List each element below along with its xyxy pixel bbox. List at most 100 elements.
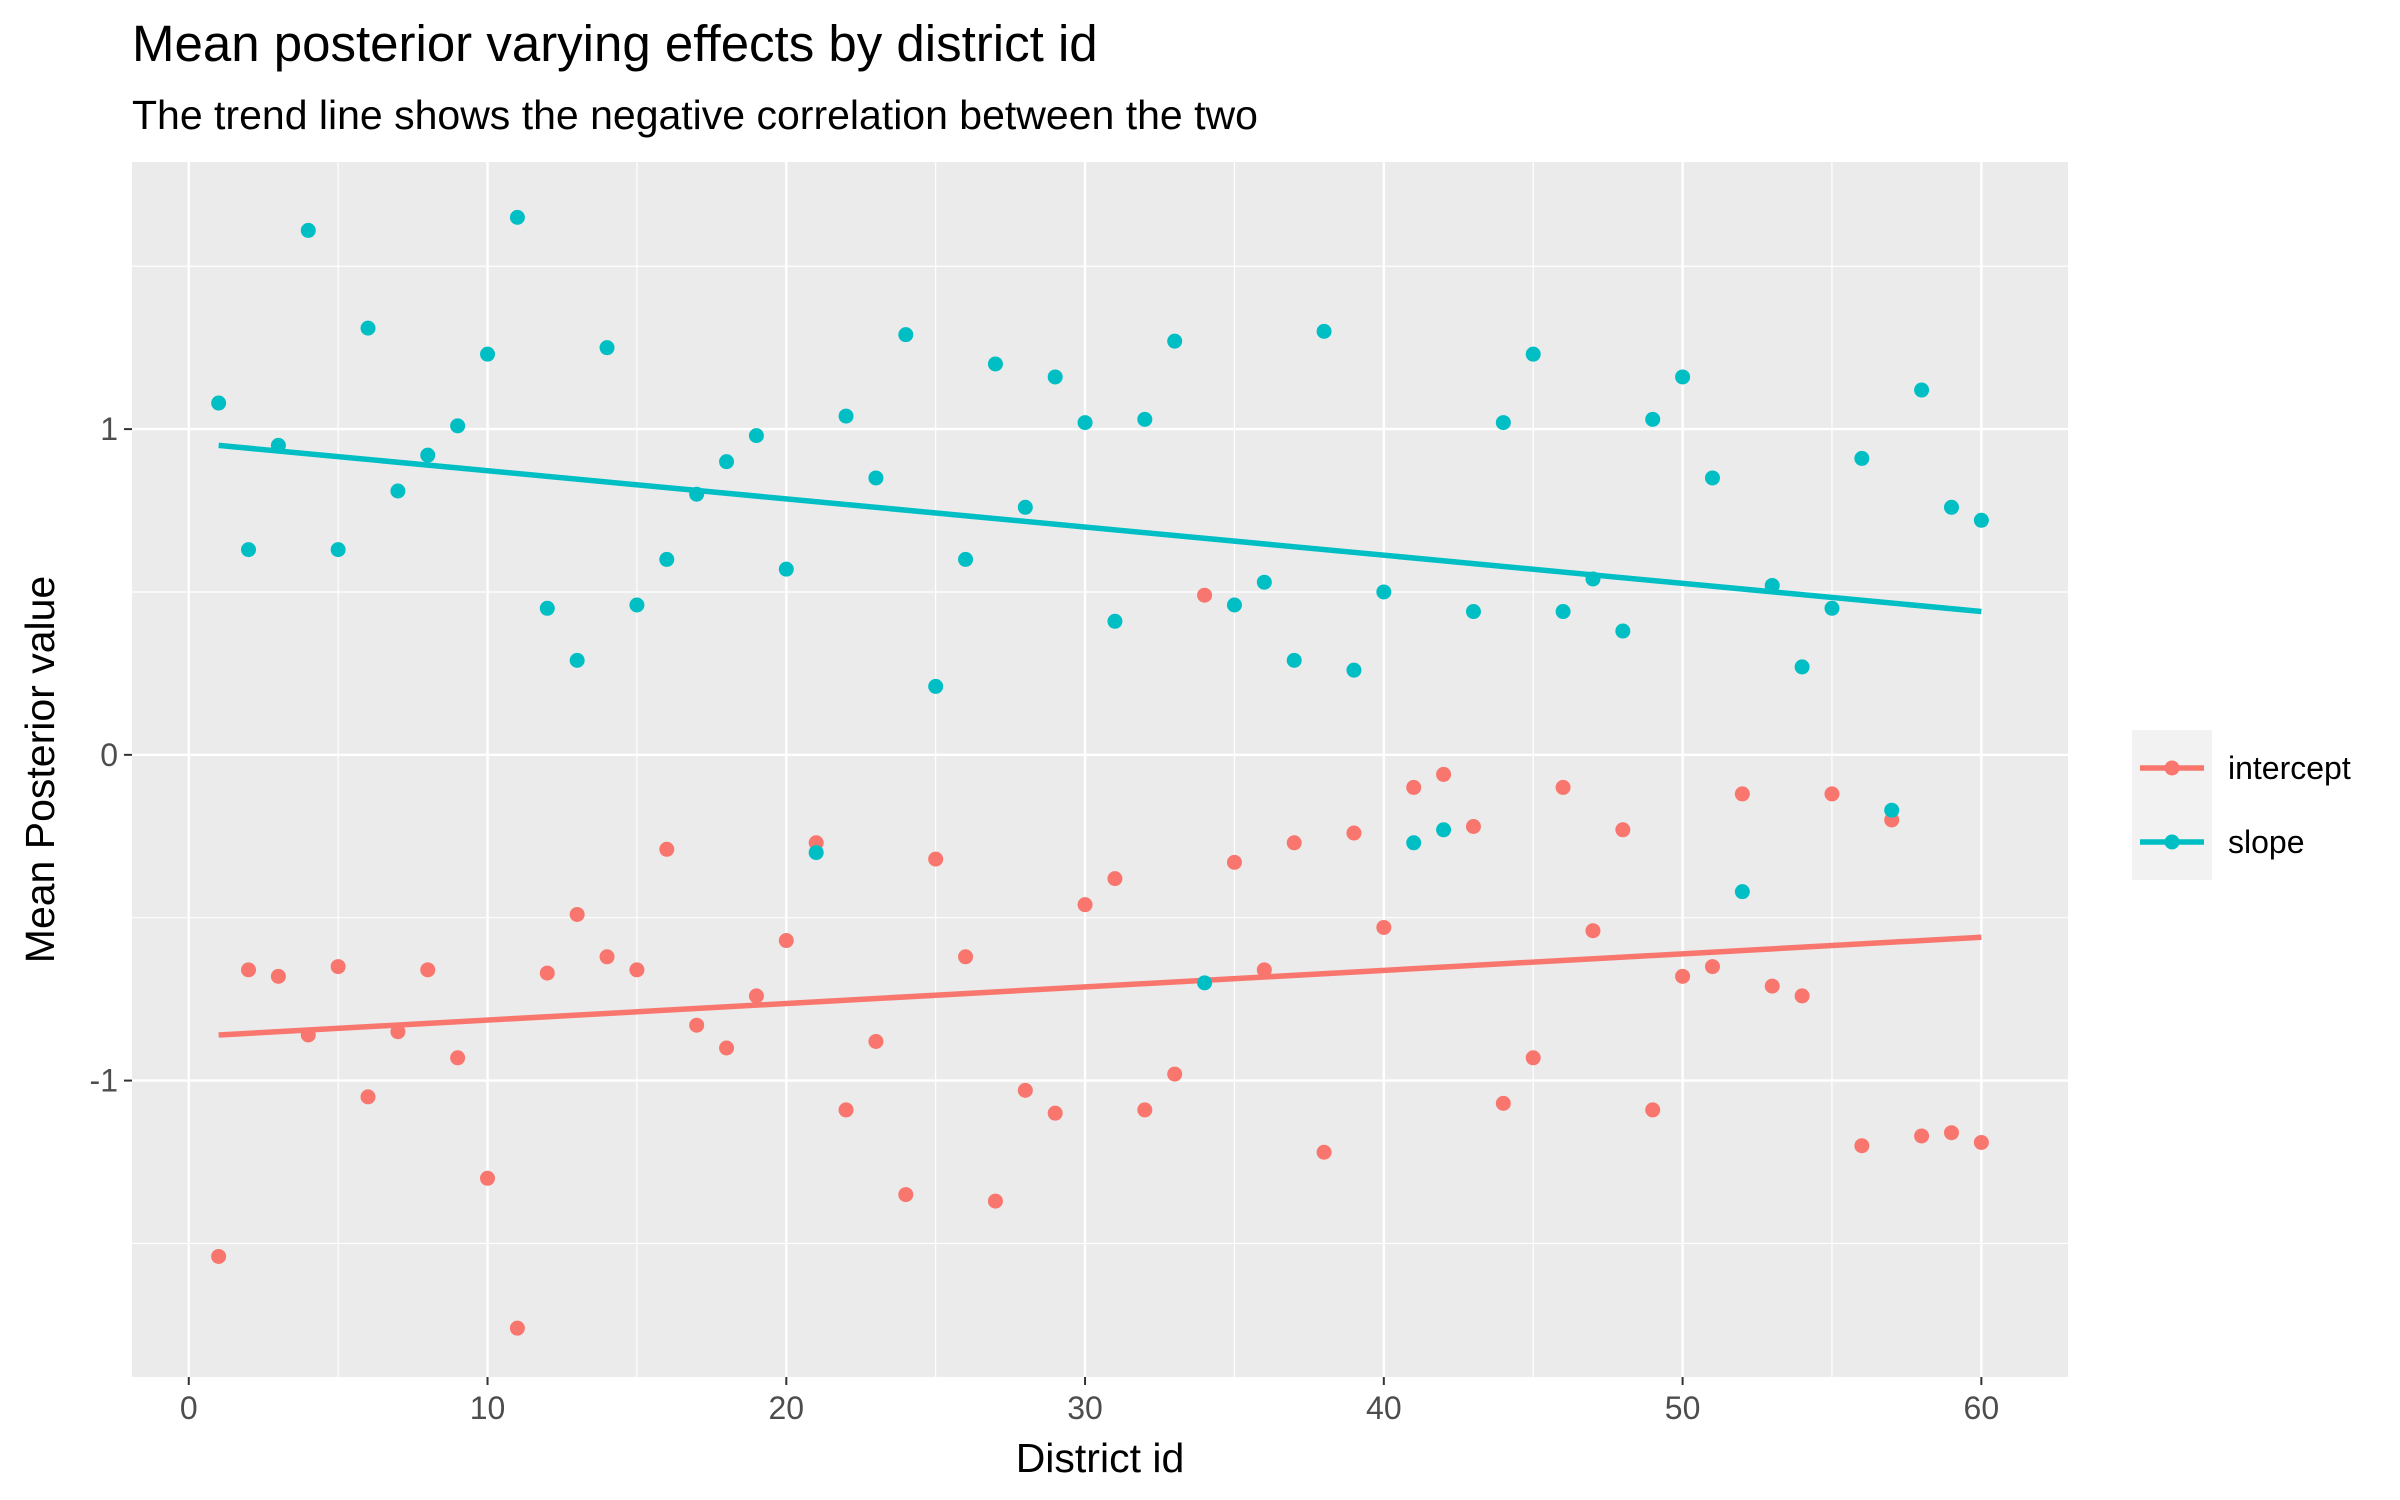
- intercept-point: [300, 1027, 316, 1043]
- slope-point: [480, 346, 496, 362]
- intercept-point: [569, 906, 585, 922]
- slope-point: [1824, 600, 1840, 616]
- intercept-point: [599, 949, 615, 965]
- intercept-point: [689, 1017, 705, 1033]
- chart-title: Mean posterior varying effects by distri…: [132, 15, 1098, 72]
- slope-point: [1525, 346, 1541, 362]
- slope-point: [659, 551, 675, 567]
- intercept-point: [1286, 835, 1302, 851]
- intercept-point: [360, 1089, 376, 1105]
- intercept-point: [659, 841, 675, 857]
- x-tick-label: 60: [1964, 1390, 2000, 1426]
- intercept-point: [241, 962, 257, 978]
- slope-point: [1495, 415, 1511, 431]
- slope-point: [509, 209, 525, 225]
- slope-point: [1854, 450, 1870, 466]
- slope-point: [1167, 333, 1183, 349]
- slope-point: [539, 600, 555, 616]
- slope-point: [1555, 604, 1571, 620]
- intercept-trend-line: [218, 934, 1982, 1038]
- slope-point: [420, 447, 436, 463]
- slope-point: [1764, 577, 1780, 593]
- slope-point: [1585, 571, 1601, 587]
- slope-point: [1017, 499, 1033, 515]
- slope-point: [270, 437, 286, 453]
- intercept-point: [629, 962, 645, 978]
- slope-point: [1436, 822, 1452, 838]
- intercept-point: [898, 1187, 914, 1203]
- slope-point: [778, 561, 794, 577]
- slope-point: [1943, 499, 1959, 515]
- intercept-point: [778, 933, 794, 949]
- slope-point: [629, 597, 645, 613]
- slope-point: [748, 428, 764, 444]
- y-tick-label: 1: [100, 411, 118, 447]
- slope-point: [1316, 323, 1332, 339]
- intercept-point: [480, 1170, 496, 1186]
- slope-point: [808, 845, 824, 861]
- intercept-point: [1854, 1138, 1870, 1154]
- slope-point: [330, 542, 346, 558]
- intercept-point: [987, 1193, 1003, 1209]
- intercept-point: [1465, 819, 1481, 835]
- intercept-point: [330, 959, 346, 975]
- x-tick-label: 40: [1366, 1390, 1402, 1426]
- slope-point: [898, 327, 914, 343]
- intercept-point: [1675, 968, 1691, 984]
- slope-point: [987, 356, 1003, 372]
- legend-key-background: [2132, 730, 2212, 880]
- intercept-point: [1197, 587, 1213, 603]
- slope-point: [1734, 884, 1750, 900]
- intercept-point: [1107, 871, 1123, 887]
- intercept-point: [1794, 988, 1810, 1004]
- slope-point: [1914, 382, 1930, 398]
- intercept-point: [1226, 854, 1242, 870]
- slope-point: [1794, 659, 1810, 675]
- intercept-point: [1047, 1105, 1063, 1121]
- slope-point: [300, 222, 316, 238]
- x-tick-label: 10: [470, 1390, 506, 1426]
- slope-point: [1645, 411, 1661, 427]
- intercept-point: [868, 1033, 884, 1049]
- slope-point: [390, 483, 406, 499]
- intercept-point: [1376, 919, 1392, 935]
- intercept-legend-label: intercept: [2228, 750, 2351, 786]
- slope-point: [868, 470, 884, 486]
- slope-point: [450, 418, 466, 434]
- intercept-point: [1824, 786, 1840, 802]
- intercept-point: [270, 968, 286, 984]
- slope-trend-line: [218, 442, 1982, 615]
- intercept-point: [1943, 1125, 1959, 1141]
- slope-point: [689, 486, 705, 502]
- x-axis-title: District id: [1016, 1435, 1185, 1481]
- intercept-point: [1077, 897, 1093, 913]
- intercept-point: [1017, 1082, 1033, 1098]
- slope-point: [1376, 584, 1392, 600]
- intercept-point: [1555, 779, 1571, 795]
- slope-point: [1615, 623, 1631, 639]
- slope-point: [1675, 369, 1691, 385]
- slope-point: [1256, 574, 1272, 590]
- slope-point: [1197, 975, 1213, 991]
- trend-lines: [218, 442, 1982, 1038]
- slope-point: [838, 408, 854, 424]
- intercept-point: [1316, 1144, 1332, 1160]
- y-tick-label: -1: [90, 1063, 118, 1099]
- intercept-point: [1525, 1050, 1541, 1066]
- data-points: [211, 209, 1989, 1336]
- axes: 0 10 20 30 40 50 60 -1 0 1: [90, 411, 2000, 1426]
- slope-point: [211, 395, 227, 411]
- slope-point: [1704, 470, 1720, 486]
- intercept-point: [1167, 1066, 1183, 1082]
- intercept-point: [509, 1320, 525, 1336]
- slope-point: [1973, 512, 1989, 528]
- intercept-point: [1914, 1128, 1930, 1144]
- slope-point: [958, 551, 974, 567]
- intercept-point: [450, 1050, 466, 1066]
- slope-point: [719, 454, 735, 470]
- intercept-point: [748, 988, 764, 1004]
- slope-point: [241, 542, 257, 558]
- y-tick-label: 0: [100, 737, 118, 773]
- slope-point: [928, 678, 944, 694]
